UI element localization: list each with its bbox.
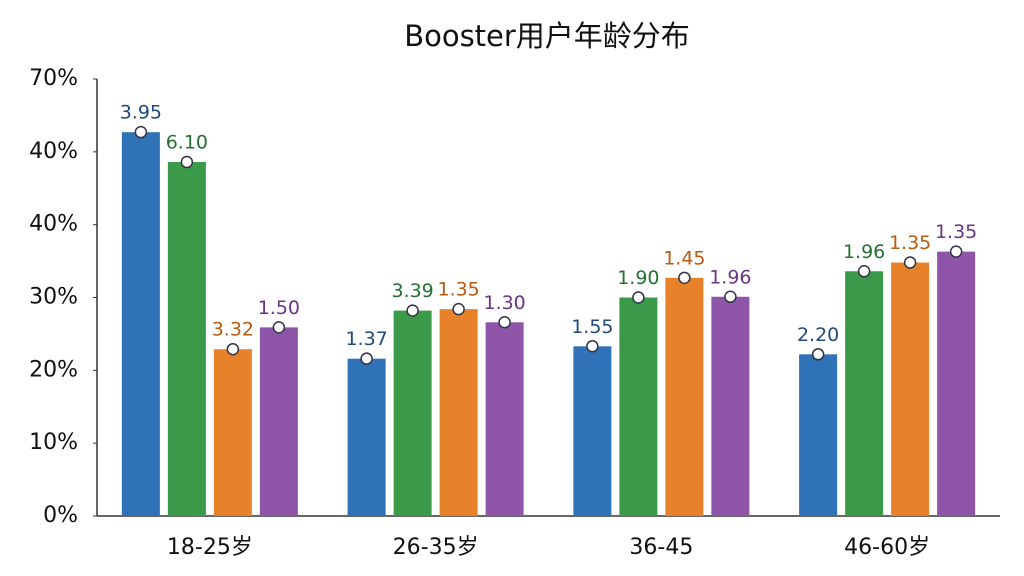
x-tick-label: 26-35岁 xyxy=(393,535,479,560)
bar xyxy=(213,349,252,516)
value-label: 1.35 xyxy=(935,221,977,243)
value-label: 1.55 xyxy=(571,316,613,338)
bar xyxy=(259,327,298,516)
value-label: 3.95 xyxy=(120,102,162,124)
bar-marker xyxy=(452,302,465,316)
value-label: 1.96 xyxy=(709,266,751,288)
bar-marker xyxy=(134,125,148,139)
y-tick-label: 0% xyxy=(43,503,78,528)
bar xyxy=(393,310,432,516)
y-tick-label: 70% xyxy=(29,66,78,91)
bar-marker xyxy=(724,290,737,304)
x-tick-label: 36-45 xyxy=(629,535,693,560)
bar-marker xyxy=(498,316,511,329)
y-tick-label: 10% xyxy=(29,430,78,455)
value-label: 1.35 xyxy=(437,279,479,301)
bar xyxy=(711,296,750,516)
value-label: 1.96 xyxy=(843,241,885,263)
bar-marker xyxy=(360,352,373,365)
y-tick-label: 20% xyxy=(29,357,78,382)
value-label: 1.35 xyxy=(889,232,931,254)
bar-marker xyxy=(406,304,419,317)
value-label: 1.30 xyxy=(483,292,525,314)
value-label: 1.90 xyxy=(617,267,659,289)
bar xyxy=(845,271,884,516)
value-label: 1.50 xyxy=(258,297,300,319)
value-label: 3.32 xyxy=(212,319,254,341)
x-tick-label: 46-60岁 xyxy=(844,535,930,560)
value-label: 1.37 xyxy=(345,328,387,350)
y-tick-label: 30% xyxy=(29,285,78,310)
bar-marker xyxy=(678,271,691,285)
x-tick-label: 18-25岁 xyxy=(167,535,253,560)
value-label: 2.20 xyxy=(797,324,839,346)
bar xyxy=(799,354,838,516)
bar-marker xyxy=(857,265,871,278)
bar xyxy=(573,346,612,516)
value-label: 6.10 xyxy=(166,132,208,154)
bar-marker xyxy=(632,291,645,304)
chart-title: Booster用户年龄分布 xyxy=(404,19,690,53)
bar-marker xyxy=(180,155,194,169)
bar-marker xyxy=(811,348,825,361)
bar xyxy=(347,358,386,516)
bar xyxy=(665,277,704,516)
y-tick-label: 40% xyxy=(29,139,78,164)
bar xyxy=(937,251,976,517)
value-label: 1.45 xyxy=(663,247,705,269)
bar-marker xyxy=(272,321,286,334)
bar xyxy=(619,297,658,516)
bar-marker xyxy=(949,245,963,258)
bar xyxy=(485,322,524,516)
bar xyxy=(891,262,930,516)
bar-marker xyxy=(903,256,917,269)
bar-marker xyxy=(586,340,599,353)
y-tick-label: 40% xyxy=(29,212,78,237)
bar-marker xyxy=(226,342,240,356)
bar xyxy=(167,162,206,516)
bar xyxy=(121,132,160,516)
value-label: 3.39 xyxy=(391,280,433,302)
bar xyxy=(439,309,478,516)
